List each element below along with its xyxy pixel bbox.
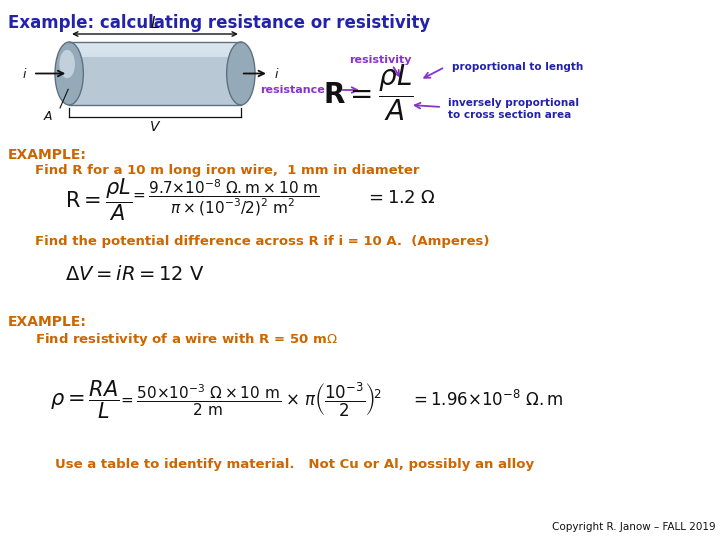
Text: $\mathrm{R} = \dfrac{\rho L}{A}$: $\mathrm{R} = \dfrac{\rho L}{A}$ bbox=[65, 177, 132, 223]
Text: Find resistivity of a wire with R = 50 m$\Omega$: Find resistivity of a wire with R = 50 m… bbox=[35, 331, 338, 348]
FancyBboxPatch shape bbox=[69, 46, 240, 49]
FancyBboxPatch shape bbox=[69, 42, 240, 44]
Text: $= \dfrac{9.7{\times}10^{-8}\ \Omega\mathrm{.m} \times 10\ \mathrm{m}}{\pi \time: $= \dfrac{9.7{\times}10^{-8}\ \Omega\mat… bbox=[130, 178, 320, 218]
Ellipse shape bbox=[59, 50, 75, 78]
FancyBboxPatch shape bbox=[69, 48, 240, 51]
Text: to cross section area: to cross section area bbox=[448, 110, 571, 120]
FancyBboxPatch shape bbox=[69, 54, 240, 57]
Text: resistance: resistance bbox=[260, 85, 325, 95]
Text: Example: calculating resistance or resistivity: Example: calculating resistance or resis… bbox=[8, 14, 431, 32]
Text: $= \dfrac{50{\times}10^{-3}\ \Omega \times 10\ \mathrm{m}}{2\ \mathrm{m}}$: $= \dfrac{50{\times}10^{-3}\ \Omega \tim… bbox=[118, 382, 282, 418]
Text: resistivity: resistivity bbox=[348, 55, 411, 65]
Text: Copyright R. Janow – FALL 2019: Copyright R. Janow – FALL 2019 bbox=[552, 522, 716, 532]
FancyBboxPatch shape bbox=[69, 52, 240, 55]
Text: $L$: $L$ bbox=[150, 15, 160, 31]
Text: Use a table to identify material.   Not Cu or Al, possibly an alloy: Use a table to identify material. Not Cu… bbox=[55, 458, 534, 471]
Text: $i$: $i$ bbox=[274, 66, 279, 80]
FancyBboxPatch shape bbox=[69, 43, 240, 57]
Text: $A$: $A$ bbox=[42, 110, 53, 123]
FancyBboxPatch shape bbox=[69, 44, 240, 46]
Text: $\rho = \dfrac{RA}{L}$: $\rho = \dfrac{RA}{L}$ bbox=[50, 379, 120, 421]
FancyBboxPatch shape bbox=[69, 50, 240, 52]
Text: $\times\ \pi \left(\dfrac{10^{-3}}{2}\right)^{\!2}$: $\times\ \pi \left(\dfrac{10^{-3}}{2}\ri… bbox=[285, 381, 382, 419]
Text: Find the potential difference across R if i = 10 A.  (Amperes): Find the potential difference across R i… bbox=[35, 235, 490, 248]
Text: inversely proportional: inversely proportional bbox=[448, 98, 579, 108]
Text: $\Delta V = iR = 12\ \mathrm{V}$: $\Delta V = iR = 12\ \mathrm{V}$ bbox=[65, 265, 204, 284]
Ellipse shape bbox=[55, 42, 84, 105]
FancyBboxPatch shape bbox=[69, 42, 240, 105]
Text: EXAMPLE:: EXAMPLE: bbox=[8, 315, 87, 329]
Text: $\mathbf{R} = \dfrac{\rho L}{A}$: $\mathbf{R} = \dfrac{\rho L}{A}$ bbox=[323, 63, 413, 123]
Text: $= 1.2\ \Omega$: $= 1.2\ \Omega$ bbox=[365, 189, 436, 207]
Text: $V$: $V$ bbox=[149, 120, 161, 134]
Text: EXAMPLE:: EXAMPLE: bbox=[8, 148, 87, 162]
Text: Find R for a 10 m long iron wire,  1 mm in diameter: Find R for a 10 m long iron wire, 1 mm i… bbox=[35, 164, 420, 177]
Text: proportional to length: proportional to length bbox=[452, 62, 583, 72]
Text: $i$: $i$ bbox=[22, 66, 27, 80]
Ellipse shape bbox=[227, 42, 255, 105]
Text: $= 1.96{\times}10^{-8}\ \Omega\mathrm{.m}$: $= 1.96{\times}10^{-8}\ \Omega\mathrm{.m… bbox=[410, 390, 564, 410]
